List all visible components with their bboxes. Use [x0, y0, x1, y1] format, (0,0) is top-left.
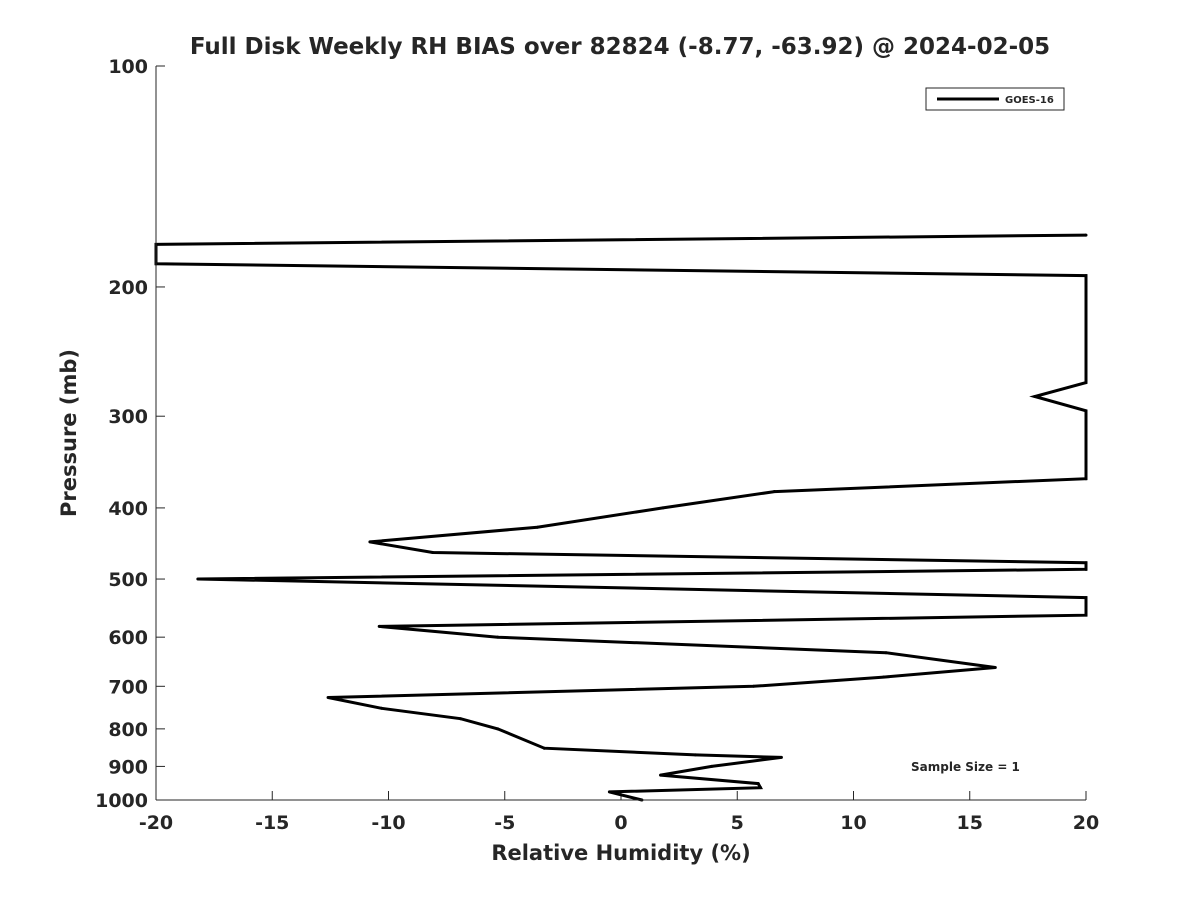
x-axis-ticks: -20 -15 -10 -5 0 5 10 15 20 — [139, 791, 1099, 834]
chart-title: Full Disk Weekly RH BIAS over 82824 (-8.… — [190, 34, 1050, 60]
data-point — [884, 651, 888, 655]
data-point — [993, 666, 997, 670]
x-axis-label: Relative Humidity (%) — [491, 841, 750, 865]
data-point — [1084, 381, 1088, 385]
y-tick-label: 100 — [108, 56, 148, 78]
data-point — [196, 577, 200, 581]
x-tick-label: 0 — [614, 812, 627, 834]
data-point — [779, 755, 783, 759]
data-point — [1033, 394, 1037, 398]
data-point — [1084, 596, 1088, 600]
x-tick-label: 15 — [957, 812, 983, 834]
x-tick-label: 5 — [731, 812, 744, 834]
data-point — [661, 506, 665, 510]
x-tick-label: -5 — [494, 812, 515, 834]
sample-size-annotation: Sample Size = 1 — [911, 760, 1020, 774]
data-point — [535, 525, 539, 529]
data-point — [693, 753, 697, 757]
data-point — [496, 727, 500, 731]
data-point — [1084, 561, 1088, 565]
data-point — [1084, 567, 1088, 571]
data-point — [659, 773, 663, 777]
data-point — [459, 717, 463, 721]
data-point — [759, 786, 762, 790]
data-point — [377, 624, 381, 628]
x-tick-label: -10 — [371, 812, 405, 834]
x-tick-label: 10 — [840, 812, 866, 834]
data-point — [882, 675, 886, 679]
data-point — [752, 684, 756, 688]
y-axis-ticks: 100 200 300 400 500 600 700 800 900 1000 — [95, 56, 165, 812]
x-tick-label: -20 — [139, 812, 173, 834]
data-point — [542, 746, 546, 750]
y-tick-label: 200 — [108, 277, 148, 299]
y-tick-label: 600 — [108, 627, 148, 649]
legend: GOES-16 — [925, 87, 1065, 111]
data-point — [496, 635, 500, 639]
y-tick-label: 700 — [108, 676, 148, 698]
data-point — [607, 790, 611, 794]
y-tick-label: 800 — [108, 719, 148, 741]
data-point — [772, 490, 776, 494]
data-point — [710, 764, 714, 768]
data-point — [756, 782, 760, 786]
series-points — [154, 233, 1088, 802]
y-tick-label: 500 — [108, 569, 148, 591]
data-point — [368, 540, 372, 544]
data-point — [1084, 477, 1088, 481]
data-point — [1084, 613, 1088, 617]
series-line-goes-16 — [154, 233, 1088, 802]
y-axis-label: Pressure (mb) — [57, 349, 81, 517]
y-tick-label: 400 — [108, 498, 148, 520]
x-tick-label: 20 — [1073, 812, 1099, 834]
data-point — [1084, 274, 1088, 278]
y-tick-label: 900 — [108, 756, 148, 778]
y-tick-label: 300 — [108, 406, 148, 428]
data-point — [1084, 233, 1088, 237]
x-tick-label: -15 — [255, 812, 289, 834]
data-point — [431, 550, 435, 554]
data-point — [1084, 409, 1088, 413]
data-point — [380, 706, 384, 710]
data-point — [326, 695, 330, 699]
y-tick-label: 1000 — [95, 790, 148, 812]
legend-label-goes-16: GOES-16 — [1005, 95, 1054, 106]
